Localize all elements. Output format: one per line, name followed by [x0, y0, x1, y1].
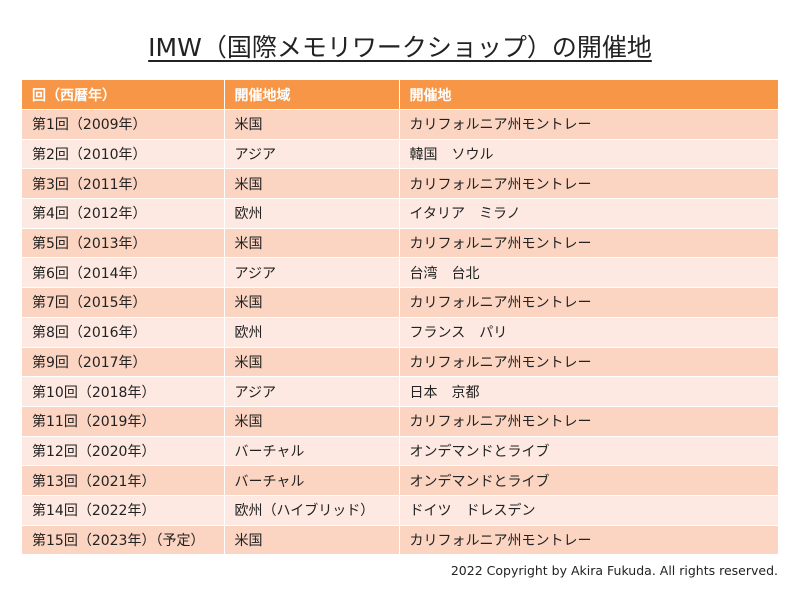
table-cell: ドイツ ドレスデン	[399, 494, 779, 526]
column-header: 回（西暦年）	[22, 80, 225, 110]
table-cell: 第12回（2020年）	[22, 435, 225, 466]
table-cell: 米国	[224, 524, 400, 555]
table-cell: アジア	[224, 138, 400, 169]
table-row: 第4回（2012年） 欧州 イタリア ミラノ	[22, 198, 779, 229]
table-row: 第7回（2015年） 米国 カリフォルニア州モントレー	[22, 287, 779, 318]
table-cell: 第4回（2012年）	[22, 198, 225, 229]
table-cell: 第14回（2022年）	[22, 494, 225, 526]
table-row: 第1回（2009年） 米国 カリフォルニア州モントレー	[22, 109, 779, 140]
table-cell: 第8回（2016年）	[22, 316, 225, 347]
table-cell: カリフォルニア州モントレー	[399, 346, 779, 377]
table-cell: 米国	[224, 227, 400, 258]
table-cell: アジア	[224, 376, 400, 407]
table-row: 第15回（2023年）（予定） 米国 カリフォルニア州モントレー	[22, 524, 779, 555]
table-cell: カリフォルニア州モントレー	[399, 524, 779, 555]
venue-table: 回（西暦年） 開催地域 開催地 第1回（2009年） 米国 カリフォルニア州モントレー第…	[22, 80, 779, 555]
table-cell: 欧州	[224, 316, 400, 347]
table-row: 第11回（2019年） 米国 カリフォルニア州モントレー	[22, 405, 779, 437]
table-row: 第8回（2016年） 欧州 フランス パリ	[22, 316, 779, 347]
table-cell: 第10回（2018年）	[22, 376, 225, 407]
table-cell: オンデマンドとライブ	[399, 435, 779, 466]
table-cell: 第9回（2017年）	[22, 346, 225, 377]
table-row: 第10回（2018年） アジア 日本 京都	[22, 376, 779, 407]
table-cell: 第13回（2021年）	[22, 465, 225, 496]
column-header: 開催地	[399, 80, 779, 110]
table-row: 第2回（2010年） アジア 韓国 ソウル	[22, 138, 779, 169]
table-row: 第6回（2014年） アジア 台湾 台北	[22, 257, 779, 288]
table-cell: 米国	[224, 109, 400, 140]
table-row: 第9回（2017年） 米国 カリフォルニア州モントレー	[22, 346, 779, 377]
table-cell: 第5回（2013年）	[22, 227, 225, 258]
table-row: 第14回（2022年） 欧州（ハイブリッド） ドイツ ドレスデン	[22, 494, 779, 526]
slide-title: IMW（国際メモリワークショップ）の開催地	[148, 33, 652, 62]
copyright: 2022 Copyright by Akira Fukuda. All righ…	[450, 563, 778, 578]
table-cell: 米国	[224, 168, 400, 199]
table-cell: 欧州	[224, 198, 400, 229]
table-cell: カリフォルニア州モントレー	[399, 168, 779, 199]
table-cell: 米国	[224, 346, 400, 377]
table-cell: 第15回（2023年）（予定）	[22, 524, 225, 555]
table-cell: カリフォルニア州モントレー	[399, 109, 779, 140]
table-cell: 欧州（ハイブリッド）	[224, 494, 400, 526]
table-row: 第13回（2021年） バーチャル オンデマンドとライブ	[22, 465, 779, 496]
table-cell: カリフォルニア州モントレー	[399, 287, 779, 318]
table-cell: バーチャル	[224, 435, 400, 466]
table-cell: カリフォルニア州モントレー	[399, 405, 779, 437]
column-header: 開催地域	[224, 80, 400, 110]
table-cell: バーチャル	[224, 465, 400, 496]
table-cell: 第1回（2009年）	[22, 109, 225, 140]
table-row: 第12回（2020年） バーチャル オンデマンドとライブ	[22, 435, 779, 466]
table-cell: 米国	[224, 287, 400, 318]
table-row: 第5回（2013年） 米国 カリフォルニア州モントレー	[22, 227, 779, 258]
table-body: 第1回（2009年） 米国 カリフォルニア州モントレー 第2回（2010年） アジア 韓国…	[22, 109, 779, 555]
table-cell: 第3回（2011年）	[22, 168, 225, 199]
table-cell: フランス パリ	[399, 316, 779, 347]
table-cell: 第2回（2010年）	[22, 138, 225, 169]
header-row: 回（西暦年） 開催地域 開催地	[22, 80, 779, 110]
table-cell: 台湾 台北	[399, 257, 779, 288]
table-cell: 日本 京都	[399, 376, 779, 407]
table-cell: 第11回（2019年）	[22, 405, 225, 437]
table-cell: 第6回（2014年）	[22, 257, 225, 288]
table-row: 第3回（2011年） 米国 カリフォルニア州モントレー	[22, 168, 779, 199]
table-cell: カリフォルニア州モントレー	[399, 227, 779, 258]
table-cell: オンデマンドとライブ	[399, 465, 779, 496]
table-cell: アジア	[224, 257, 400, 288]
table-cell: 第7回（2015年）	[22, 287, 225, 318]
table-cell: イタリア ミラノ	[399, 198, 779, 229]
table-cell: 米国	[224, 405, 400, 437]
table-cell: 韓国 ソウル	[399, 138, 779, 169]
